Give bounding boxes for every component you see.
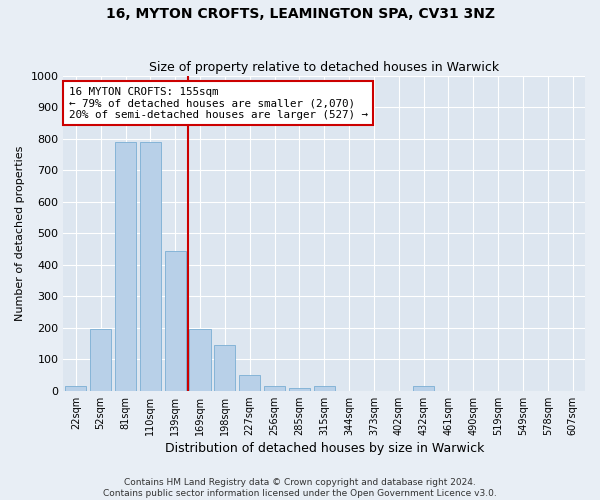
Bar	[413, 386, 434, 390]
Bar	[190, 330, 211, 390]
Bar	[115, 142, 136, 390]
Bar	[65, 386, 86, 390]
Bar	[314, 386, 335, 390]
Bar	[289, 388, 310, 390]
Title: Size of property relative to detached houses in Warwick: Size of property relative to detached ho…	[149, 62, 499, 74]
Bar	[90, 330, 111, 390]
Bar	[164, 250, 186, 390]
Bar	[264, 386, 285, 390]
Y-axis label: Number of detached properties: Number of detached properties	[15, 146, 25, 321]
Text: 16 MYTON CROFTS: 155sqm
← 79% of detached houses are smaller (2,070)
20% of semi: 16 MYTON CROFTS: 155sqm ← 79% of detache…	[68, 86, 368, 120]
Bar	[239, 375, 260, 390]
X-axis label: Distribution of detached houses by size in Warwick: Distribution of detached houses by size …	[164, 442, 484, 455]
Bar	[140, 142, 161, 390]
Bar	[214, 345, 235, 391]
Text: 16, MYTON CROFTS, LEAMINGTON SPA, CV31 3NZ: 16, MYTON CROFTS, LEAMINGTON SPA, CV31 3…	[106, 8, 494, 22]
Text: Contains HM Land Registry data © Crown copyright and database right 2024.
Contai: Contains HM Land Registry data © Crown c…	[103, 478, 497, 498]
